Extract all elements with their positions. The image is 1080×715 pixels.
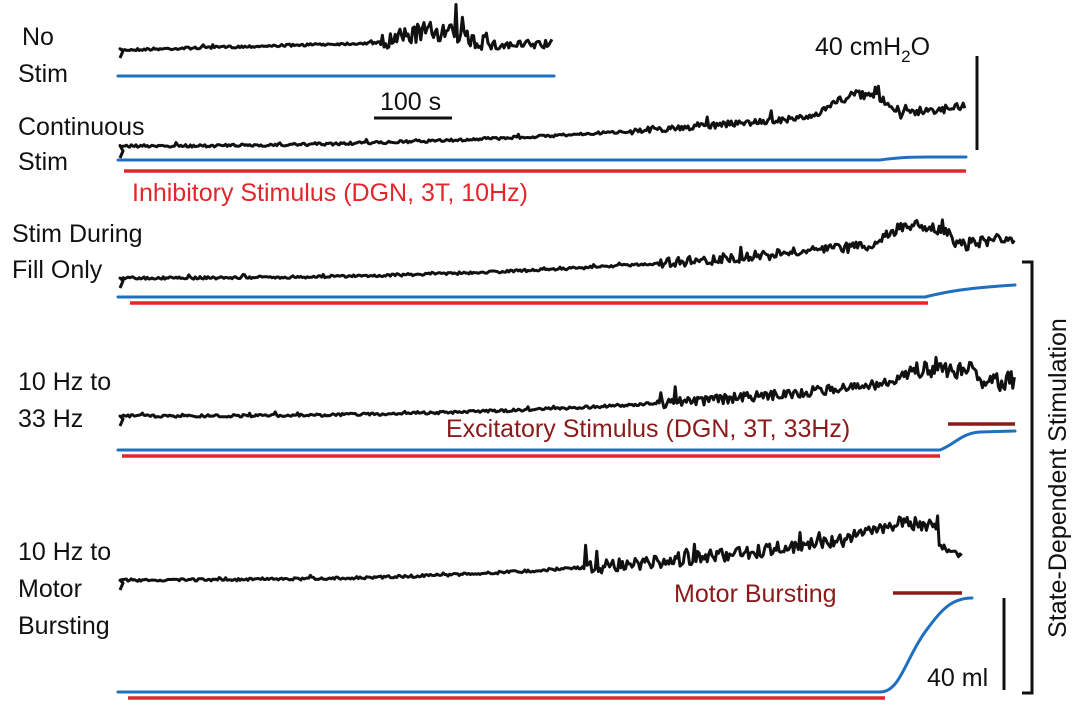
pressure-scale-bar: 40 cmH2O xyxy=(815,33,979,150)
bracket-label: State-Dependent Stimulation xyxy=(1044,318,1072,638)
pressure-traces xyxy=(118,3,1016,591)
volume-trace-motor xyxy=(116,596,974,694)
state-dependent-bracket: State-Dependent Stimulation xyxy=(1022,260,1072,695)
row-label-continuous-line2: Stim xyxy=(18,148,68,176)
row-label-continuous-line1: Continuous xyxy=(18,113,144,141)
time-scale-bar: 100 s xyxy=(374,88,452,120)
inhibitory-stimulus-label: Inhibitory Stimulus (DGN, 3T, 10Hz) xyxy=(132,179,528,207)
volume-scale-bar: 40 ml xyxy=(927,598,1006,692)
pressure-trace-motor xyxy=(118,514,963,591)
pressure-trace-33hz xyxy=(118,355,1016,427)
pressure-scale-value: 40 cmH xyxy=(815,33,901,61)
bracket-line xyxy=(1022,260,1034,695)
row-label-fill-only-line1: Stim During xyxy=(12,220,143,248)
volume-traces xyxy=(116,74,1017,694)
row-label-motor-line2: Motor xyxy=(18,575,82,603)
pressure-scale-tail: O xyxy=(911,33,930,61)
pressure-trace-continuous xyxy=(118,84,967,159)
volume-trace-fill-only xyxy=(116,283,1017,299)
row-label-33hz-line2: 33 Hz xyxy=(18,405,83,433)
pressure-scale-label: 40 cmH2O xyxy=(815,33,930,66)
volume-trace-33hz xyxy=(116,429,1017,452)
row-label-motor-line1: 10 Hz to xyxy=(18,538,111,566)
row-label-33hz-line1: 10 Hz to xyxy=(18,368,111,396)
row-labels: No Stim Continuous Stim Stim During Fill… xyxy=(12,23,144,640)
pressure-scale-subscript: 2 xyxy=(901,47,910,66)
row-label-motor-line3: Bursting xyxy=(18,612,110,640)
excitatory-stimulus-label: Excitatory Stimulus (DGN, 3T, 33Hz) xyxy=(446,415,850,443)
row-label-no-stim-line1: No xyxy=(22,23,54,51)
row-label-fill-only-line2: Fill Only xyxy=(12,256,103,284)
row-label-no-stim-line2: Stim xyxy=(18,60,68,88)
pressure-trace-fill-only xyxy=(118,218,1016,289)
motor-bursting-label: Motor Bursting xyxy=(674,580,837,608)
volume-scale-label: 40 ml xyxy=(927,664,988,692)
stimulus-bars xyxy=(122,169,1015,700)
pressure-trace-no-stim xyxy=(118,3,554,59)
volume-trace-continuous xyxy=(116,155,968,162)
time-scale-label: 100 s xyxy=(380,88,441,116)
